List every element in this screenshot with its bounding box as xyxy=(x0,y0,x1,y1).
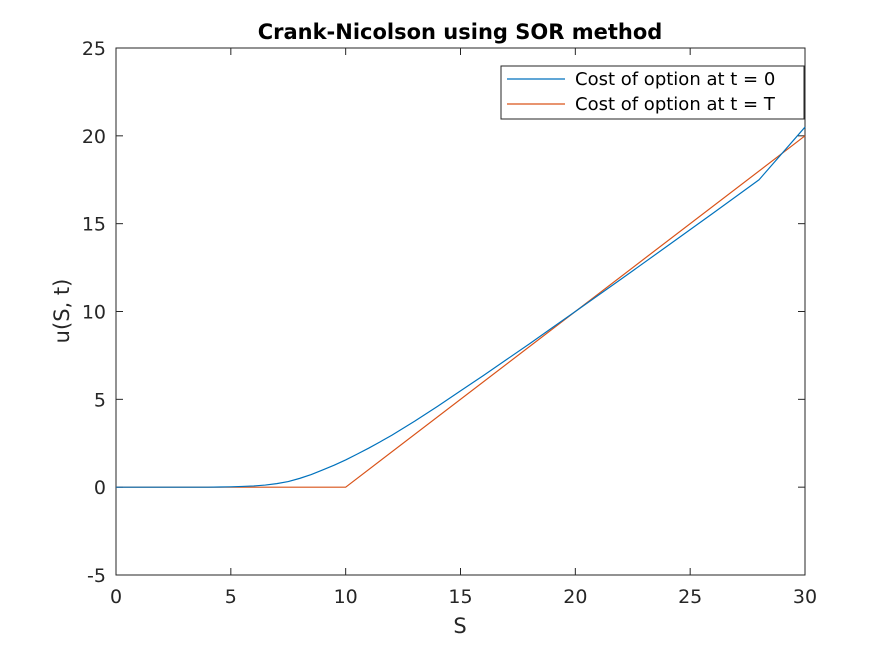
y-tick-label: 5 xyxy=(94,389,106,411)
legend-box xyxy=(500,65,805,120)
x-tick-label: 15 xyxy=(448,586,472,608)
x-tick-label: 30 xyxy=(793,586,817,608)
x-tick-label: 10 xyxy=(334,586,358,608)
y-tick-label: 0 xyxy=(94,477,106,499)
x-tick-label: 25 xyxy=(678,586,702,608)
x-tick-label: 20 xyxy=(563,586,587,608)
legend-label-t0: Cost of option at t = 0 xyxy=(575,69,775,90)
legend-label-tT: Cost of option at t = T xyxy=(575,94,776,115)
x-tick-label: 5 xyxy=(225,586,237,608)
y-tick-label: 10 xyxy=(82,302,106,324)
y-tick-label: 20 xyxy=(82,126,106,148)
y-tick-label: -5 xyxy=(87,565,106,587)
lines-layer xyxy=(116,126,806,488)
legend: Cost of option at t = 0 Cost of option a… xyxy=(500,65,805,120)
x-axis-label: S xyxy=(453,614,466,638)
y-axis-label: u(S, t) xyxy=(50,279,74,344)
y-tick-label: 25 xyxy=(82,38,106,60)
plot-area xyxy=(115,47,806,576)
x-tick-label: 0 xyxy=(110,586,122,608)
series-line-t0 xyxy=(116,126,806,488)
chart-title: Crank-Nicolson using SOR method xyxy=(258,20,663,44)
y-tick-label: 15 xyxy=(82,214,106,236)
